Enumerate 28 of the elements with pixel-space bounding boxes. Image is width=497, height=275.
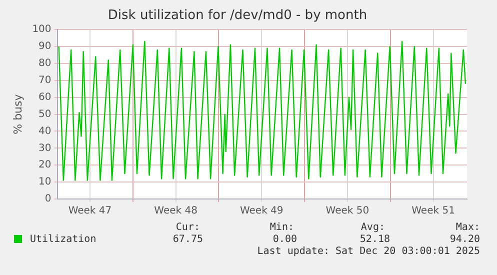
y-tick-label: 60 [38, 92, 52, 103]
text: Cur: [176, 222, 200, 233]
x-tick-label: Week 47 [68, 206, 112, 217]
text: 94.20 [450, 234, 480, 245]
y-tick-label: 100 [32, 24, 52, 36]
y-tick-label: 30 [38, 142, 52, 154]
text: Max: [456, 222, 480, 233]
x-tick-label: Week 50 [326, 206, 370, 217]
y-tick-label: 40 [38, 126, 52, 137]
text: 67.75 [172, 234, 203, 245]
text: 0.00 [272, 234, 297, 245]
x-tick-label: Week 48 [154, 206, 198, 217]
y-tick-label: 10 [38, 176, 52, 188]
y-tick-label: 0 [44, 194, 52, 205]
y-tick-label: 20 [38, 160, 52, 171]
x-tick-label: Week 51 [412, 206, 455, 217]
legend-label: Utilization [29, 234, 96, 245]
y-tick-label: 90 [38, 41, 52, 52]
y-tick-label: 50 [38, 108, 52, 120]
text: Min: [270, 222, 294, 233]
y-tick-label: 80 [38, 58, 52, 70]
y-axis-title: % busy [11, 94, 24, 134]
chart-title: Disk utilization for /dev/md0 - by month [108, 8, 368, 24]
x-tick-label: Week 49 [240, 206, 284, 217]
text: Avg: [360, 222, 385, 233]
text: 52.18 [360, 234, 390, 245]
y-tick-label: 70 [38, 75, 52, 86]
text: Last update: Sat Dec 20 03:00:01 2025 [257, 246, 480, 257]
